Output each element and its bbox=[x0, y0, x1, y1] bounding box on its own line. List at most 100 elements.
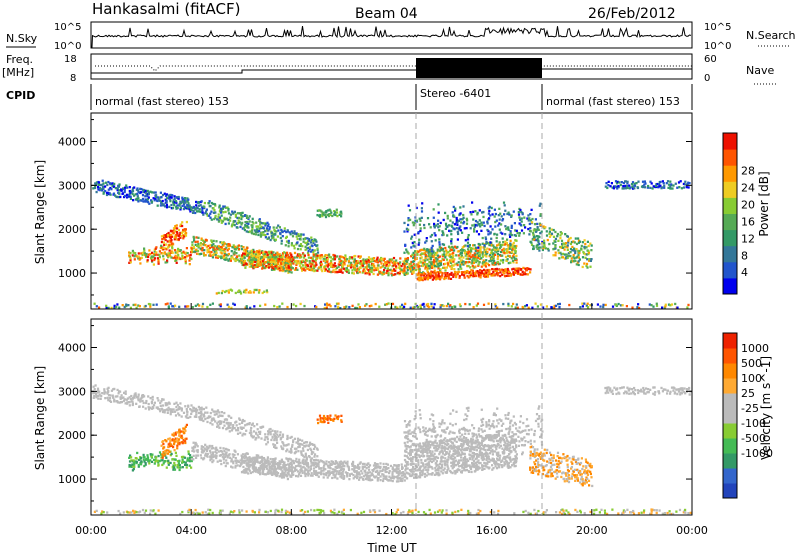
echo-cell bbox=[337, 463, 340, 466]
echo-cell bbox=[337, 471, 341, 474]
echo-cell bbox=[566, 244, 569, 247]
echo-cell bbox=[255, 250, 259, 253]
echo-cell bbox=[314, 445, 317, 448]
echo-cell bbox=[226, 206, 229, 209]
echo-cell bbox=[298, 264, 302, 267]
echo-cell bbox=[463, 227, 466, 230]
echo-cell bbox=[475, 270, 478, 273]
echo-cell bbox=[281, 258, 284, 261]
echo-cell bbox=[258, 289, 261, 292]
echo-cell bbox=[445, 253, 448, 256]
echo-cell bbox=[379, 479, 382, 482]
echo-cell bbox=[445, 304, 448, 308]
echo-cell bbox=[137, 197, 140, 200]
echo-cell bbox=[306, 237, 309, 240]
echo-cell bbox=[140, 460, 143, 463]
echo-cell bbox=[152, 197, 155, 200]
echo-cell bbox=[248, 220, 251, 223]
echo-cell bbox=[328, 470, 331, 473]
echo-cell bbox=[412, 251, 415, 255]
echo-cell bbox=[455, 254, 458, 257]
echo-cell bbox=[254, 233, 257, 236]
echo-cell bbox=[270, 461, 273, 464]
echo-cell bbox=[536, 237, 539, 240]
echo-cell bbox=[447, 277, 450, 280]
echo-cell bbox=[205, 212, 208, 216]
echo-cell bbox=[573, 241, 576, 244]
echo-cell bbox=[169, 440, 172, 443]
echo-cell bbox=[161, 456, 164, 459]
echo-cell bbox=[213, 252, 216, 256]
echo-cell bbox=[423, 249, 426, 252]
stereo-freq-block bbox=[416, 58, 542, 78]
echo-cell bbox=[132, 199, 135, 202]
echo-cell bbox=[505, 227, 508, 231]
echo-cell bbox=[190, 250, 194, 254]
echo-cell bbox=[489, 225, 492, 228]
site-title: Hankasalmi (fitACF) bbox=[92, 0, 240, 18]
echo-cell bbox=[337, 466, 340, 469]
echo-cell bbox=[196, 445, 199, 448]
echo-cell bbox=[506, 238, 509, 241]
echo-cell bbox=[227, 212, 231, 215]
echo-cell bbox=[266, 258, 270, 261]
echo-cell bbox=[218, 420, 222, 423]
echo-cell bbox=[179, 223, 182, 226]
echo-cell bbox=[358, 476, 361, 479]
echo-cell bbox=[194, 208, 197, 211]
echo-cell bbox=[451, 264, 454, 267]
echo-cell bbox=[312, 240, 315, 243]
echo-cell bbox=[220, 246, 223, 249]
echo-cell bbox=[428, 274, 432, 277]
echo-cell bbox=[385, 261, 388, 264]
echo-cell bbox=[170, 235, 173, 238]
echo-cell bbox=[427, 302, 430, 306]
echo-cell bbox=[215, 251, 218, 255]
echo-cell bbox=[159, 404, 162, 407]
echo-cell bbox=[203, 457, 206, 460]
colorbar-tick-label: 8 bbox=[741, 249, 748, 262]
echo-cell bbox=[497, 248, 500, 251]
colorbar-tick-label: 16 bbox=[741, 215, 755, 228]
echo-cell bbox=[278, 266, 281, 269]
echo-cell bbox=[412, 244, 415, 247]
echo-cell bbox=[303, 254, 306, 257]
echo-cell bbox=[318, 460, 321, 463]
echo-cell bbox=[426, 217, 430, 220]
echo-cell bbox=[165, 206, 169, 209]
echo-cell bbox=[142, 401, 145, 405]
echo-cell bbox=[275, 437, 278, 440]
echo-cell bbox=[195, 236, 198, 239]
echo-cell bbox=[162, 442, 165, 446]
echo-cell bbox=[285, 267, 288, 270]
echo-cell bbox=[242, 432, 245, 435]
echo-cell bbox=[497, 263, 500, 266]
echo-cell bbox=[290, 461, 293, 465]
echo-cell bbox=[456, 230, 459, 234]
echo-cell bbox=[289, 268, 292, 271]
echo-cell bbox=[313, 243, 316, 246]
echo-cell bbox=[491, 228, 494, 231]
echo-cell bbox=[596, 303, 599, 306]
echo-cell bbox=[178, 434, 181, 437]
echo-cell bbox=[255, 454, 258, 457]
echo-cell bbox=[164, 198, 167, 201]
echo-cell bbox=[291, 257, 295, 260]
echo-cell bbox=[97, 389, 100, 392]
echo-cell bbox=[271, 254, 274, 257]
echo-cell bbox=[294, 268, 297, 271]
echo-cell bbox=[544, 247, 547, 250]
echo-cell bbox=[212, 410, 215, 413]
echo-cell bbox=[455, 216, 458, 220]
echo-cell bbox=[158, 253, 161, 256]
echo-cell bbox=[376, 268, 380, 271]
echo-cell bbox=[351, 269, 354, 272]
echo-cell bbox=[373, 257, 376, 260]
echo-cell bbox=[320, 260, 323, 263]
echo-cell bbox=[162, 440, 165, 443]
echo-cell bbox=[269, 255, 272, 258]
echo-cell bbox=[367, 259, 370, 262]
echo-cell bbox=[328, 270, 331, 273]
echo-cell bbox=[222, 205, 225, 208]
echo-cell bbox=[504, 255, 508, 259]
